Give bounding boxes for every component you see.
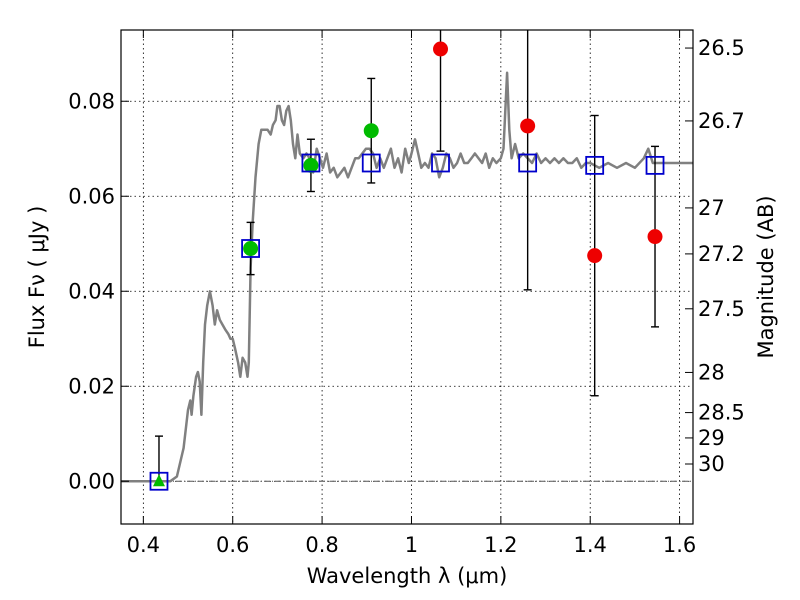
mag-tick-label: 26.7 xyxy=(698,109,745,133)
x-tick-label: 0.6 xyxy=(216,533,249,557)
mag-tick-label: 26.5 xyxy=(698,36,745,60)
x-axis-label: Wavelength λ (μm) xyxy=(307,564,508,588)
mag-tick-label: 27.2 xyxy=(698,242,745,266)
mag-tick-label: 27.5 xyxy=(698,297,745,321)
model-photometry-square xyxy=(645,155,665,175)
x-tick-label: 1.2 xyxy=(484,533,517,557)
model-photometry-square xyxy=(431,153,450,173)
y-tick-label: 0.04 xyxy=(68,279,115,303)
y-tick-label: 0.02 xyxy=(68,374,115,398)
observed-point xyxy=(587,248,603,264)
y-tick-label: 0.06 xyxy=(68,184,115,208)
x-tick-label: 0.8 xyxy=(305,533,338,557)
observed-point xyxy=(363,123,379,139)
model-sed xyxy=(121,71,693,483)
observed-triangle xyxy=(152,474,165,487)
model-photometry-square xyxy=(241,239,260,258)
x-tick-labels: 0.4 0.6 0.8 1 1.2 1.4 1.6 xyxy=(127,533,697,557)
right-axis-label: Magnitude (AB) xyxy=(754,195,778,358)
model-photometry-square xyxy=(149,471,169,491)
observed-point xyxy=(433,41,449,57)
observed-point xyxy=(647,229,663,245)
y-tick-labels: 0.00 0.02 0.04 0.06 0.08 xyxy=(68,89,115,493)
x-tick-label: 1.6 xyxy=(663,533,696,557)
mag-tick-label: 30 xyxy=(698,452,725,476)
model-photometry-square xyxy=(518,153,538,173)
model-photometry-square xyxy=(301,153,321,173)
plot-background xyxy=(121,30,693,524)
observed-point xyxy=(520,118,536,134)
observed-point xyxy=(303,157,319,173)
y-axis-label: Flux Fν ( μJy ) xyxy=(25,206,49,349)
observed-points xyxy=(152,41,663,487)
axis-ticks xyxy=(121,30,693,524)
observed-point xyxy=(243,241,259,256)
mag-tick-label: 29 xyxy=(698,426,725,450)
y-tick-label: 0.00 xyxy=(68,469,115,493)
mag-tick-label: 27 xyxy=(698,196,725,220)
model-photometry-square xyxy=(361,153,381,173)
model-photometry-square xyxy=(585,155,605,175)
model-sed-curve xyxy=(121,71,693,483)
x-tick-label: 0.4 xyxy=(127,533,160,557)
x-tick-label: 1 xyxy=(405,533,418,557)
plot-frame xyxy=(120,29,694,525)
grid xyxy=(121,30,693,524)
x-tick-label: 1.4 xyxy=(574,533,607,557)
model-photometry xyxy=(149,153,665,491)
mag-tick-label: 28.5 xyxy=(698,401,745,425)
mag-tick-label: 28 xyxy=(698,360,725,384)
y-tick-label: 0.08 xyxy=(68,89,115,113)
